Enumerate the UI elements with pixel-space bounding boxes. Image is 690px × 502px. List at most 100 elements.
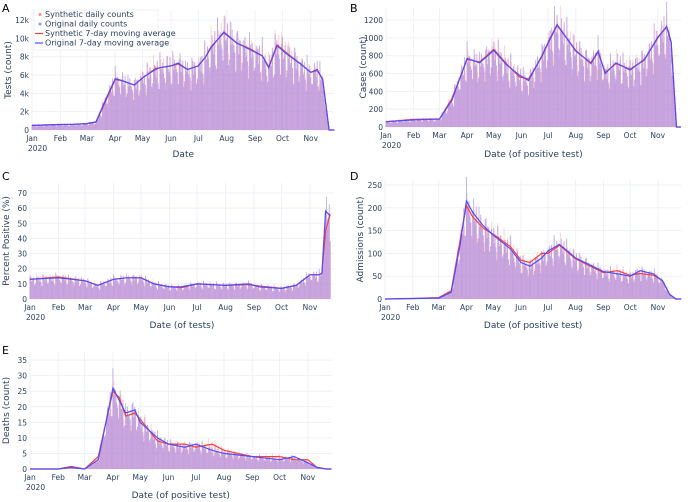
original-daily-bar — [172, 444, 174, 469]
original-daily-bar — [167, 287, 169, 299]
original-daily-bar — [86, 468, 87, 469]
original-daily-bar — [185, 60, 187, 131]
original-daily-bar — [250, 456, 251, 469]
original-daily-bar — [116, 402, 118, 469]
original-daily-bar — [43, 126, 45, 130]
original-daily-bar — [232, 285, 234, 299]
original-daily-bar — [452, 288, 454, 299]
original-daily-bar — [157, 429, 158, 469]
original-daily-bar — [416, 119, 418, 127]
original-daily-bar — [297, 61, 299, 130]
original-daily-bar — [36, 126, 38, 130]
original-daily-bar — [101, 101, 103, 130]
original-daily-bar — [613, 275, 615, 299]
original-daily-bar — [252, 456, 254, 469]
original-daily-bar — [216, 68, 218, 130]
original-daily-bar — [627, 278, 628, 299]
original-daily-bar — [75, 276, 77, 299]
original-daily-bar — [196, 283, 198, 299]
original-daily-bar — [439, 118, 441, 127]
original-daily-bar — [544, 253, 546, 299]
original-daily-bar — [214, 288, 215, 299]
original-daily-bar — [273, 285, 275, 299]
original-daily-bar — [555, 249, 557, 299]
original-daily-bar — [586, 49, 587, 127]
original-daily-bar — [42, 274, 44, 299]
original-daily-bar — [41, 124, 43, 130]
original-daily-bar — [202, 289, 204, 299]
original-daily-bar — [629, 60, 631, 127]
original-daily-bar — [143, 282, 145, 299]
original-daily-bar — [300, 460, 302, 469]
original-daily-bar — [165, 66, 167, 130]
original-daily-bar — [203, 448, 205, 469]
original-daily-bar — [208, 67, 210, 130]
original-daily-bar — [475, 64, 477, 127]
original-daily-bar — [201, 286, 203, 299]
original-daily-bar — [295, 460, 297, 469]
original-daily-bar — [235, 283, 237, 299]
original-daily-bar — [495, 49, 497, 127]
original-daily-bar — [241, 62, 243, 131]
x-tick-label: Jun — [515, 131, 528, 140]
original-daily-bar — [508, 265, 510, 299]
original-daily-bar — [670, 296, 672, 299]
y-tick-label: 10 — [17, 434, 27, 443]
original-daily-bar — [522, 255, 524, 299]
original-daily-bar — [121, 279, 123, 299]
original-daily-bar — [64, 123, 66, 130]
original-daily-bar — [611, 273, 613, 299]
original-daily-bar — [584, 274, 586, 299]
original-daily-bar — [119, 87, 121, 130]
original-daily-bar — [309, 276, 311, 299]
original-daily-bar — [293, 283, 294, 299]
original-daily-bar — [423, 120, 425, 127]
original-daily-bar — [641, 50, 643, 128]
original-daily-bar — [624, 62, 626, 128]
original-daily-bar — [305, 272, 307, 299]
original-daily-bar — [312, 84, 314, 130]
original-daily-bar — [536, 68, 538, 127]
original-daily-bar — [265, 289, 267, 299]
original-daily-bar — [219, 457, 221, 469]
original-daily-bar — [145, 275, 147, 299]
original-daily-bar — [79, 286, 81, 299]
original-daily-bar — [248, 280, 249, 299]
original-daily-bar — [257, 48, 259, 130]
original-daily-bar — [148, 79, 150, 130]
original-daily-bar — [280, 459, 282, 469]
original-daily-bar — [142, 277, 144, 299]
original-daily-bar — [184, 444, 186, 469]
original-daily-bar — [293, 284, 295, 299]
original-daily-bar — [216, 450, 218, 469]
original-daily-bar — [540, 82, 542, 127]
original-daily-bar — [246, 44, 248, 130]
original-daily-bar — [440, 297, 441, 299]
original-daily-bar — [53, 125, 55, 130]
original-daily-bar — [277, 46, 279, 131]
original-daily-bar — [103, 435, 105, 469]
original-daily-bar — [260, 283, 262, 299]
original-daily-bar — [328, 204, 330, 299]
original-daily-bar — [31, 124, 33, 130]
original-daily-bar — [424, 118, 426, 127]
original-daily-bar — [566, 16, 568, 127]
original-daily-bar — [580, 256, 582, 299]
original-daily-bar — [137, 282, 139, 299]
original-daily-bar — [118, 284, 120, 299]
original-daily-bar — [323, 250, 325, 299]
original-daily-bar — [219, 454, 220, 469]
original-daily-bar — [395, 120, 397, 127]
original-daily-bar — [208, 287, 210, 299]
y-tick-label: 2k — [20, 108, 30, 117]
original-daily-bar — [256, 285, 258, 299]
original-daily-bar — [515, 266, 517, 299]
original-daily-bar — [531, 73, 533, 127]
original-daily-bar — [249, 32, 250, 130]
original-daily-bar — [577, 75, 579, 127]
original-daily-bar — [546, 60, 548, 127]
original-daily-bar — [153, 282, 155, 299]
original-daily-bar — [390, 122, 392, 127]
x-tick-label: Aug — [568, 303, 583, 312]
